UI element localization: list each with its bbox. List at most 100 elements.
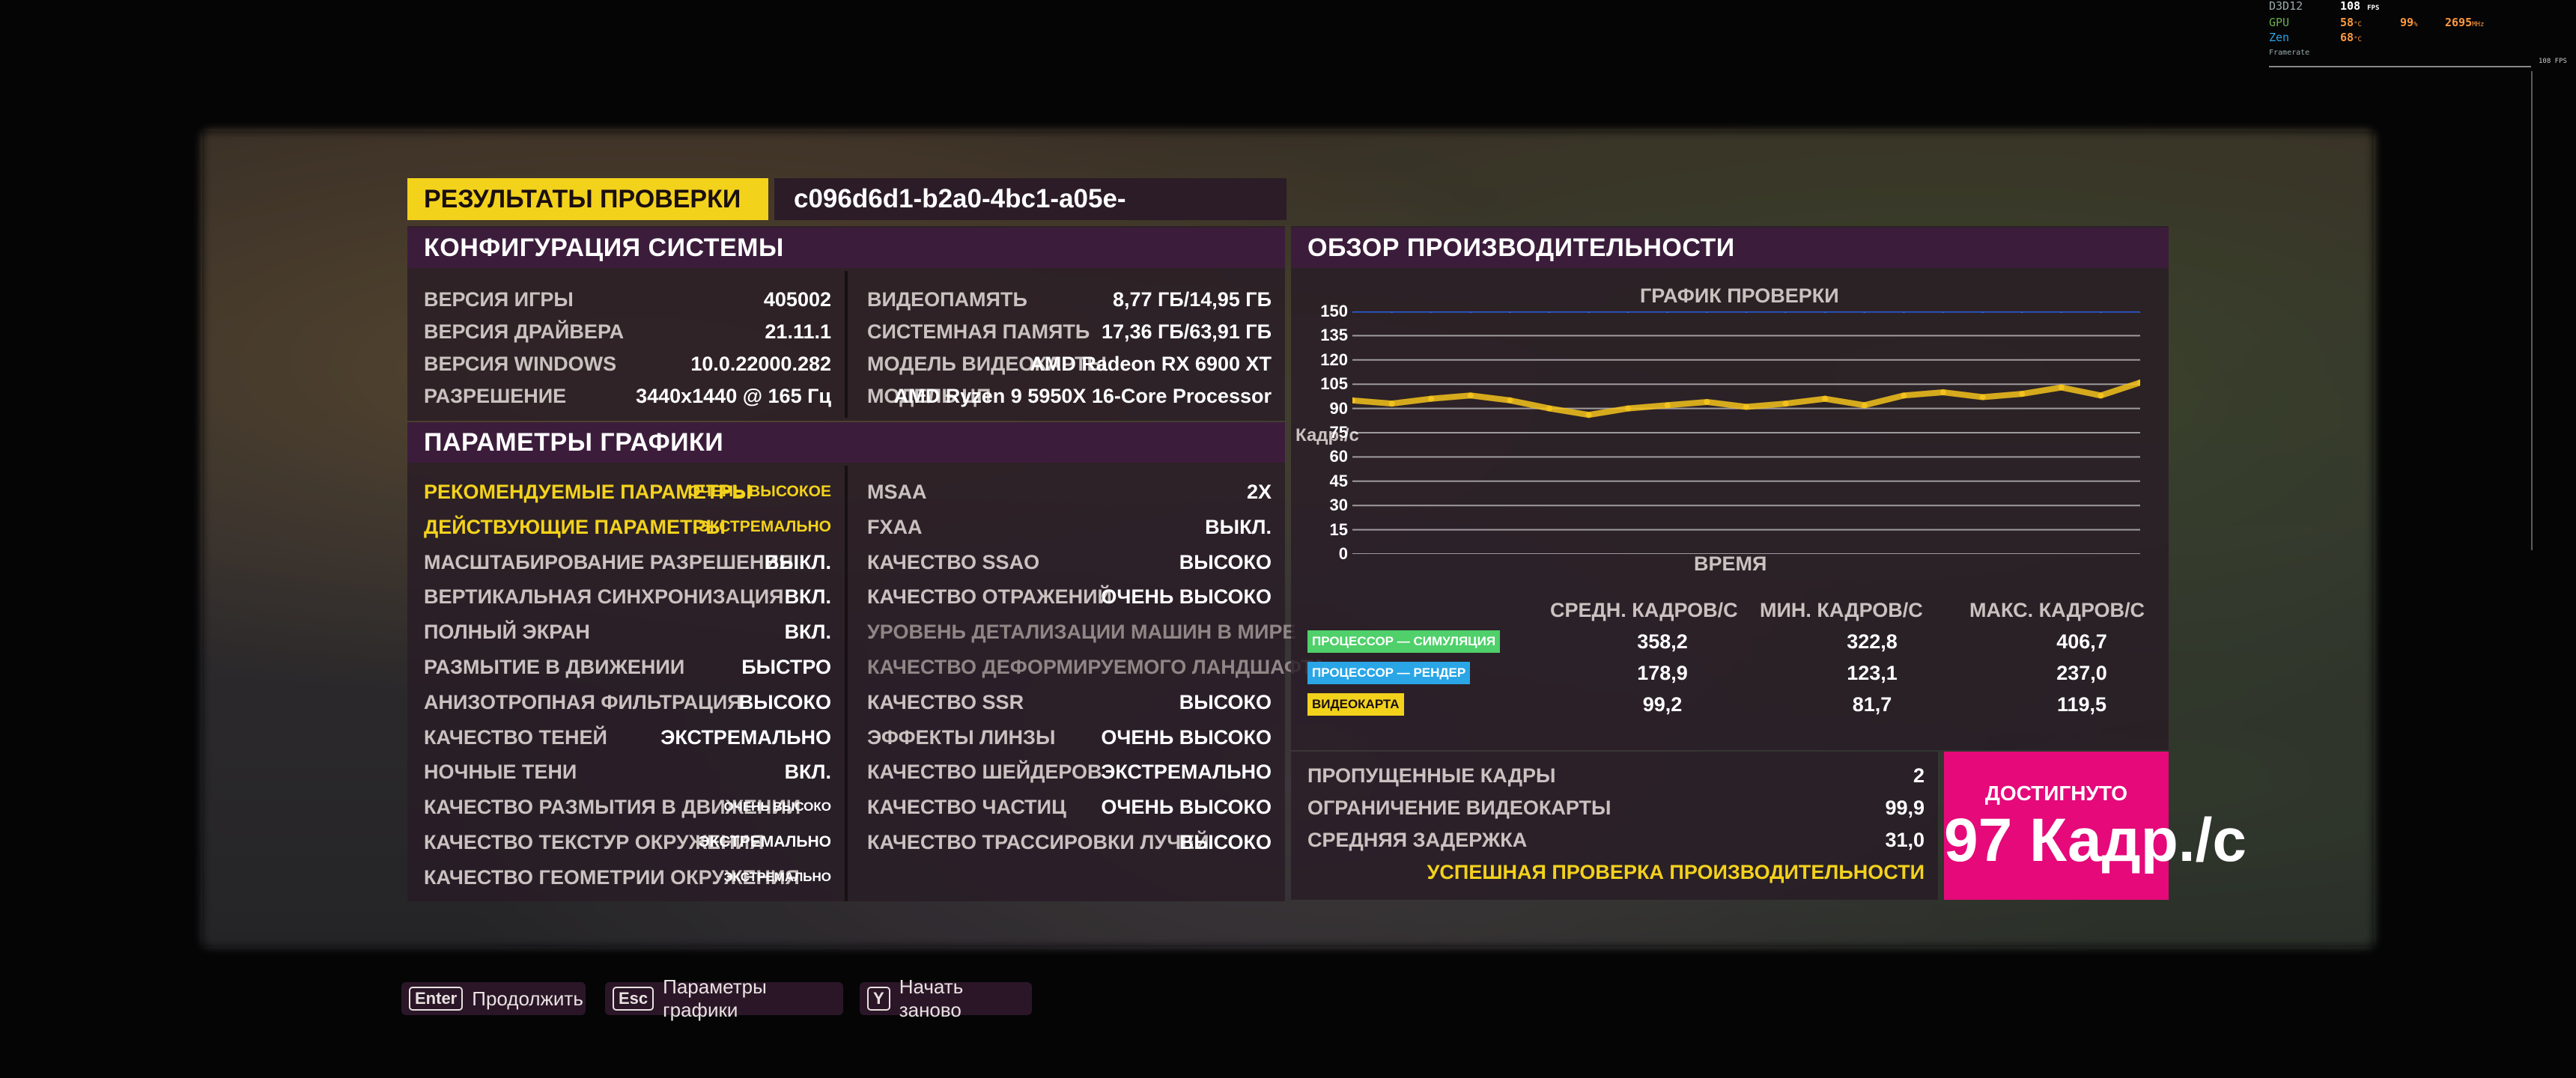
series-point — [2137, 380, 2140, 386]
graphics-right-row: КАЧЕСТВО ЧАСТИЦ ОЧЕНЬ ВЫСОКО — [867, 792, 1272, 822]
y-tick-label: 0 — [1338, 544, 1348, 563]
stat-value: 119,5 — [2056, 693, 2107, 716]
continue-button[interactable]: Enter Продолжить — [401, 982, 586, 1015]
graphics-right-row: КАЧЕСТВО SSR ВЫСОКО — [867, 687, 1272, 717]
stat-series-badge: ВИДЕОКАРТА — [1307, 693, 1404, 716]
stat-value: 322,8 — [1847, 630, 1898, 653]
series-point — [1430, 311, 1433, 313]
graphics-right-row: КАЧЕСТВО ШЕЙДЕРОВ ЭКСТРЕМАЛЬНО — [867, 757, 1272, 787]
y-tick-label: 60 — [1329, 447, 1348, 466]
benchmark-id: c096d6d1-b2a0-4bc1-a05e-b06babbfe02a — [774, 178, 1287, 255]
graphics-left-row: КАЧЕСТВО ТЕНЕЙ ЭКСТРЕМАЛЬНО — [424, 722, 831, 752]
graphics-left-label: АНИЗОТРОПНАЯ ФИЛЬТРАЦИЯ — [424, 690, 742, 713]
graphics-left-row: НОЧНЫЕ ТЕНИ ВКЛ. — [424, 757, 831, 787]
system-left-row: ВЕРСИЯ ДРАЙВЕРА 21.11.1 — [424, 317, 831, 347]
graphics-left-value: ЭКСТРЕМАЛЬНО — [698, 517, 831, 535]
overlay-frametime-graph — [2269, 66, 2531, 67]
graphics-left-label: РАЗМЫТИЕ В ДВИЖЕНИИ — [424, 656, 685, 678]
system-left-value: 21.11.1 — [765, 320, 831, 343]
graphics-divider — [845, 466, 848, 901]
series-point — [1546, 405, 1552, 412]
summary-row: ОГРАНИЧЕНИЕ ВИДЕОКАРТЫ 99,9 — [1307, 793, 1925, 823]
stat-value: 237,0 — [2056, 662, 2107, 684]
graphics-left-row: КАЧЕСТВО ГЕОМЕТРИИ ОКРУЖЕНИЯ ЭКСТРЕМАЛЬНО — [424, 862, 831, 892]
system-right-row: МОДЕЛЬ ЦП AMD Ryzen 9 5950X 16-Core Proce… — [867, 381, 1272, 411]
system-left-row: ВЕРСИЯ ИГРЫ 405002 — [424, 284, 831, 314]
graphics-right-label: КАЧЕСТВО ШЕЙДЕРОВ — [867, 761, 1102, 784]
series-point — [1979, 394, 1986, 401]
results-title: РЕЗУЛЬТАТЫ ПРОВЕРКИ — [407, 178, 768, 220]
overlay-gpu-load: 99 — [2400, 16, 2414, 29]
series-point — [2059, 311, 2063, 313]
series-point — [1784, 311, 1787, 313]
performance-overlay: D3D12 108 FPS GPU 58°C 99% 2695MHz Zen 6… — [2269, 0, 2569, 75]
overlay-framerate-label: Framerate — [2269, 49, 2310, 57]
system-right-value: 17,36 ГБ/63,91 ГБ — [1101, 320, 1272, 343]
overlay-cpu-name: Zen — [2269, 31, 2290, 44]
graphics-left-value: ВКЛ. — [784, 585, 831, 609]
series-point — [1940, 389, 1946, 395]
series-point — [2058, 384, 2065, 391]
stat-value: 178,9 — [1637, 662, 1688, 684]
graphics-left-label: КАЧЕСТВО РАЗМЫТИЯ В ДВИЖЕНИИ — [424, 796, 801, 819]
y-tick-label: 150 — [1320, 302, 1348, 320]
overlay-fps-unit: FPS — [2367, 4, 2380, 12]
system-right-label: ВИДЕОПАМЯТЬ — [867, 288, 1027, 311]
series-point — [1901, 392, 1907, 399]
y-tick-label: 30 — [1329, 496, 1348, 515]
overlay-gpu-clock: 2695 — [2445, 16, 2473, 29]
chart-x-label: ВРЕМЯ — [1694, 552, 1767, 575]
graphics-right-row: MSAA 2X — [867, 477, 1272, 507]
y-key: Y — [867, 987, 890, 1011]
restart-button[interactable]: Y Начать заново — [860, 975, 1032, 1021]
system-left-value: 405002 — [763, 288, 831, 311]
y-tick-label: 75 — [1329, 423, 1348, 442]
series-point — [1626, 311, 1630, 313]
series-point — [1665, 311, 1669, 313]
stat-value: 123,1 — [1847, 662, 1898, 684]
system-left-label: ВЕРСИЯ WINDOWS — [424, 353, 617, 375]
summary-label: ПРОПУЩЕННЫЕ КАДРЫ — [1307, 764, 1556, 787]
stat-value: 81,7 — [1852, 693, 1892, 716]
series-point — [1468, 311, 1472, 313]
series-point — [1548, 311, 1551, 313]
graphics-right-value: ЭКСТРЕМАЛЬНО — [1101, 761, 1272, 784]
stat-value: 358,2 — [1637, 630, 1688, 653]
system-left-label: ВЕРСИЯ ДРАЙВЕРА — [424, 320, 625, 343]
graphics-right-row: FXAA ВЫКЛ. — [867, 512, 1272, 542]
graphics-left-value: БЫСТРО — [741, 656, 831, 678]
system-right-value: 8,77 ГБ/14,95 ГБ — [1112, 288, 1272, 311]
continue-label: Продолжить — [472, 987, 583, 1010]
y-tick-label: 135 — [1320, 326, 1348, 345]
graphics-left-row: ПОЛНЫЙ ЭКРАН ВКЛ. — [424, 617, 831, 647]
overlay-cpu-temp-unit: °C — [2354, 36, 2362, 43]
system-right-label: СИСТЕМНАЯ ПАМЯТЬ — [867, 320, 1090, 343]
series-point — [2020, 311, 2024, 313]
graphics-left-row: РЕКОМЕНДУЕМЫЕ ПАРАМЕТРЫ ОЧЕНЬ ВЫСОКОЕ — [424, 477, 831, 507]
series-point — [1585, 412, 1592, 418]
graphics-left-value: ЭКСТРЕМАЛЬНО — [698, 833, 831, 850]
system-left-label: ВЕРСИЯ ИГРЫ — [424, 288, 574, 311]
graphics-left-row: МАСШТАБИРОВАНИЕ РАЗРЕШЕНИЯ ВЫКЛ. — [424, 547, 831, 577]
series-point — [1823, 311, 1827, 313]
overlay-gpu-temp-unit: °C — [2354, 21, 2362, 28]
series-point — [1587, 311, 1591, 313]
graphics-right-value: ВЫСОКО — [1179, 690, 1272, 713]
chart-title: ГРАФИК ПРОВЕРКИ — [1640, 284, 1839, 307]
graphics-right-label: КАЧЕСТВО ЧАСТИЦ — [867, 796, 1066, 819]
system-right-row: МОДЕЛЬ ВИДЕОКАРТЫ AMD Radeon RX 6900 XT — [867, 349, 1272, 379]
graphics-right-value: 2X — [1246, 481, 1272, 503]
graphics-right-value: ВЫСОКО — [1179, 550, 1272, 573]
series-point — [1705, 311, 1709, 313]
enter-key: Enter — [409, 987, 464, 1011]
stat-value: 99,2 — [1642, 693, 1683, 716]
graphics-right-label: КАЧЕСТВО SSAO — [867, 550, 1040, 573]
graphics-left-value: ВКЛ. — [784, 621, 831, 644]
series-point — [2019, 391, 2026, 398]
graphics-right-label: MSAA — [867, 481, 927, 503]
graphics-settings-button[interactable]: Esc Параметры графики — [605, 975, 843, 1021]
graphics-right-row: ЭФФЕКТЫ ЛИНЗЫ ОЧЕНЬ ВЫСОКО — [867, 722, 1272, 752]
series-point — [1388, 401, 1395, 407]
system-left-row: РАЗРЕШЕНИЕ 3440x1440 @ 165 Гц — [424, 381, 831, 411]
graphics-settings-header: ПАРАМЕТРЫ ГРАФИКИ — [407, 422, 1285, 463]
